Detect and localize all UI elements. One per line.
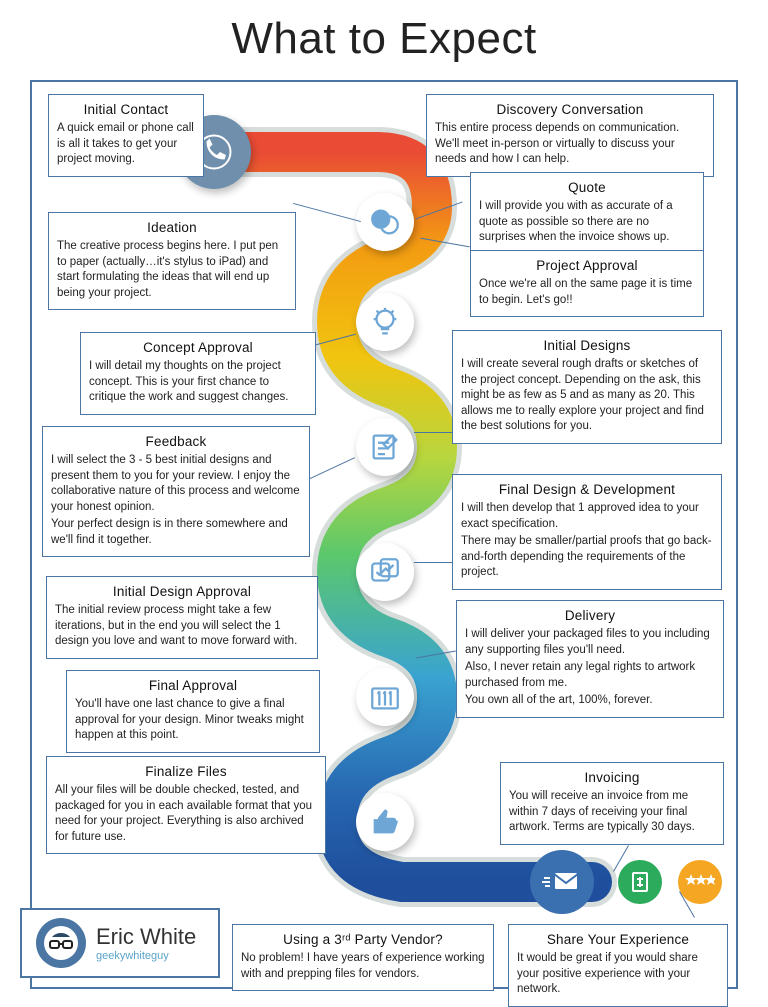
h: Feedback [51,433,301,451]
box-final-design: Final Design & Development I will then d… [452,474,722,590]
avatar [36,918,86,968]
h: Share Your Experience [517,931,719,949]
author-name: Eric White [96,924,196,950]
h: Final Design & Development [461,481,713,499]
conn [416,651,456,659]
stars-icon [685,872,715,892]
p: Once we're all on the same page it is ti… [479,277,695,308]
p: I will provide you with as accurate of a… [479,199,695,246]
p: There may be smaller/partial proofs that… [461,534,713,581]
h: Final Approval [75,677,311,695]
author-text: Eric White geekywhiteguy [96,924,196,962]
notes-circle [356,418,414,476]
p: No problem! I have years of experience w… [241,951,485,982]
box-final-approval: Final Approval You'll have one last chan… [66,670,320,753]
p: I will detail my thoughts on the project… [89,359,307,406]
box-initial-contact: Initial Contact A quick email or phone c… [48,94,204,177]
chat-icon [368,205,402,239]
p: You will receive an invoice from me with… [509,789,715,836]
p: I will then develop that 1 approved idea… [461,501,713,532]
h: Concept Approval [89,339,307,357]
h: Initial Designs [461,337,713,355]
box-feedback: Feedback I will select the 3 - 5 best in… [42,426,310,557]
conn [414,562,454,563]
box-initial-designs: Initial Designs I will create several ro… [452,330,722,444]
h: Invoicing [509,769,715,787]
author-block: Eric White geekywhiteguy [20,908,220,978]
pencils-circle [356,668,414,726]
h: Project Approval [479,257,695,275]
h: Discovery Conversation [435,101,705,119]
conn [420,238,469,248]
thumbsup-circle [356,793,414,851]
chat-circle [356,193,414,251]
box-quote: Quote I will provide you with as accurat… [470,172,704,255]
checks-icon [368,555,402,589]
conn [415,201,462,219]
share-circle [678,860,722,904]
h: Using a 3ʳᵈ Party Vendor? [241,931,485,949]
box-ideation: Ideation The creative process begins her… [48,212,296,310]
box-finalize-files: Finalize Files All your files will be do… [46,756,326,854]
h: Quote [479,179,695,197]
box-delivery: Delivery I will deliver your packaged fi… [456,600,724,718]
main-frame: Initial Contact A quick email or phone c… [30,80,738,989]
p: Also, I never retain any legal rights to… [465,660,715,691]
p: I will create several rough drafts or sk… [461,357,713,435]
conn [293,203,361,222]
p: I will deliver your packaged files to yo… [465,627,715,658]
notes-icon [368,430,402,464]
mail-icon [542,868,582,896]
h: Initial Contact [57,101,195,119]
p: Your perfect design is in there somewher… [51,517,301,548]
box-share: Share Your Experience It would be great … [508,924,728,1007]
p: All your files will be double checked, t… [55,783,317,845]
box-invoicing: Invoicing You will receive an invoice fr… [500,762,724,845]
page-title: What to Expect [0,0,768,74]
p: This entire process depends on communica… [435,121,705,168]
h: Ideation [57,219,287,237]
box-project-approval: Project Approval Once we're all on the s… [470,250,704,317]
lightbulb-circle [356,293,414,351]
h: Finalize Files [55,763,317,781]
author-handle: geekywhiteguy [96,950,196,962]
invoice-icon [628,870,652,894]
h: Initial Design Approval [55,583,309,601]
p: You own all of the art, 100%, forever. [465,693,715,709]
box-concept-approval: Concept Approval I will detail my though… [80,332,316,415]
mail-circle [530,850,594,914]
p: I will select the 3 - 5 best initial des… [51,453,301,515]
checks-circle [356,543,414,601]
box-vendor: Using a 3ʳᵈ Party Vendor? No problem! I … [232,924,494,991]
pencils-icon [368,680,402,714]
p: You'll have one last chance to give a fi… [75,697,311,744]
box-discovery: Discovery Conversation This entire proce… [426,94,714,177]
p: The initial review process might take a … [55,603,309,650]
thumbsup-icon [368,805,402,839]
glasses-icon [43,925,79,961]
box-initial-approval: Initial Design Approval The initial revi… [46,576,318,659]
p: It would be great if you would share you… [517,951,719,998]
p: The creative process begins here. I put … [57,239,287,301]
p: A quick email or phone call is all it ta… [57,121,195,168]
invoice-circle [618,860,662,904]
lightbulb-icon [368,305,402,339]
h: Delivery [465,607,715,625]
